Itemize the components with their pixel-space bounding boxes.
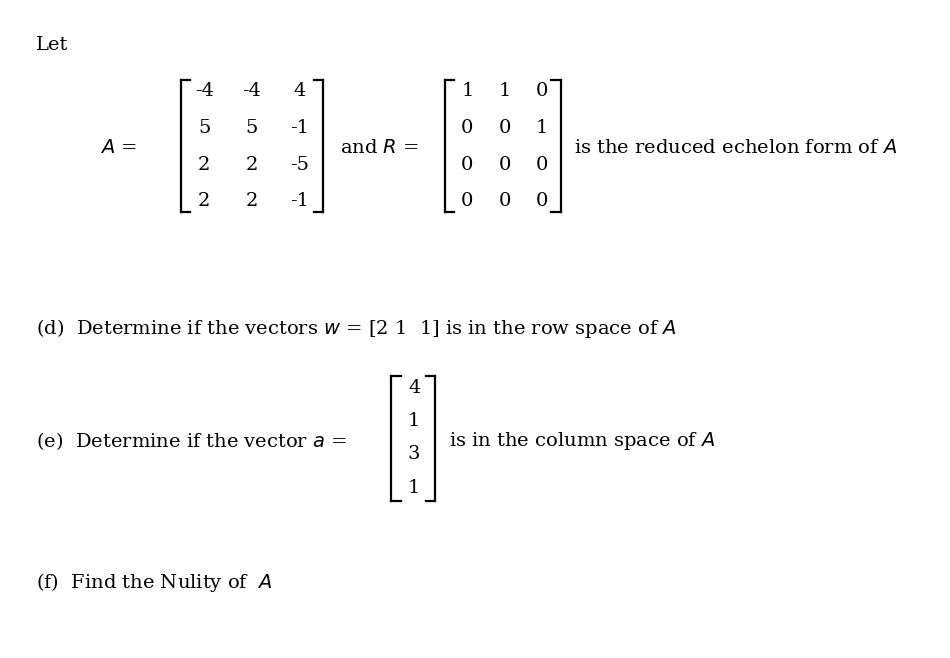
- Text: 2: 2: [245, 155, 258, 174]
- Text: 4: 4: [293, 82, 306, 100]
- Text: and $R$ =: and $R$ =: [340, 139, 419, 157]
- Text: 0: 0: [498, 118, 511, 137]
- Text: 4: 4: [408, 379, 421, 397]
- Text: 2: 2: [198, 192, 211, 211]
- Text: $A$ =: $A$ =: [100, 139, 137, 157]
- Text: 2: 2: [245, 192, 258, 211]
- Text: (d)  Determine if the vectors $w$ = [2 1  1] is in the row space of $A$: (d) Determine if the vectors $w$ = [2 1 …: [36, 318, 676, 340]
- Text: 2: 2: [198, 155, 211, 174]
- Text: 0: 0: [498, 155, 511, 174]
- Text: 0: 0: [535, 82, 548, 100]
- Text: 1: 1: [408, 479, 421, 497]
- Text: (f)  Find the Nulity of  $A$: (f) Find the Nulity of $A$: [36, 571, 273, 594]
- Text: 1: 1: [461, 82, 474, 100]
- Text: 0: 0: [461, 118, 474, 137]
- Text: is in the column space of $A$: is in the column space of $A$: [449, 430, 715, 452]
- Text: 0: 0: [535, 155, 548, 174]
- Text: 0: 0: [535, 192, 548, 211]
- Text: Let: Let: [36, 36, 68, 54]
- Text: -4: -4: [242, 82, 261, 100]
- Text: 0: 0: [461, 192, 474, 211]
- Text: 5: 5: [198, 118, 211, 137]
- Text: 1: 1: [498, 82, 511, 100]
- Text: is the reduced echelon form of $A$: is the reduced echelon form of $A$: [574, 139, 897, 157]
- Text: -1: -1: [290, 192, 309, 211]
- Text: -5: -5: [290, 155, 309, 174]
- Text: 1: 1: [408, 412, 421, 430]
- Text: -1: -1: [290, 118, 309, 137]
- Text: -4: -4: [195, 82, 214, 100]
- Text: 5: 5: [245, 118, 258, 137]
- Text: (e)  Determine if the vector $a$ =: (e) Determine if the vector $a$ =: [36, 430, 347, 452]
- Text: 1: 1: [535, 118, 548, 137]
- Text: 3: 3: [408, 445, 421, 463]
- Text: 0: 0: [461, 155, 474, 174]
- Text: 0: 0: [498, 192, 511, 211]
